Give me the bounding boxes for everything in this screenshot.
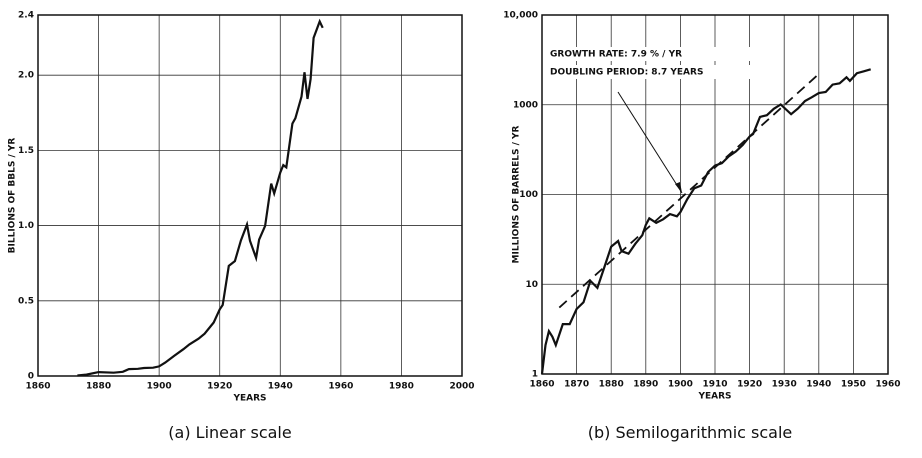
y-tick-label: 10 bbox=[525, 280, 538, 290]
x-tick-label: 2000 bbox=[449, 382, 474, 392]
x-tick-label: 1900 bbox=[668, 380, 693, 390]
plot-frame bbox=[37, 14, 463, 377]
caption: (b) Semilogarithmic scale bbox=[588, 423, 793, 442]
y-tick-label: 1.5 bbox=[18, 146, 34, 156]
arrow-head bbox=[675, 182, 682, 193]
x-tick-label: 1900 bbox=[147, 382, 172, 392]
x-tick-label: 1920 bbox=[737, 380, 762, 390]
caption: (a) Linear scale bbox=[168, 423, 291, 442]
annotation-bg bbox=[547, 65, 759, 79]
y-axis-label: MILLIONS OF BARRELS / YR bbox=[512, 125, 522, 263]
y-tick-label: 2.4 bbox=[18, 11, 34, 21]
x-tick-label: 1870 bbox=[564, 380, 589, 390]
y-tick-label: 100 bbox=[519, 190, 538, 200]
annotation: GROWTH RATE: 7.9 % / YR bbox=[550, 50, 682, 60]
x-tick-label: 1910 bbox=[702, 380, 727, 390]
x-tick-label: 1950 bbox=[841, 380, 866, 390]
annotation-bg bbox=[547, 47, 759, 61]
caption-label: (b) bbox=[588, 423, 611, 442]
x-tick-label: 1960 bbox=[875, 380, 900, 390]
x-axis-label: YEARS bbox=[697, 392, 731, 402]
y-axis-label: BILLIONS OF BBLS / YR bbox=[8, 138, 18, 254]
annotation-arrow bbox=[617, 91, 683, 194]
x-tick-label: 1930 bbox=[772, 380, 797, 390]
x-tick-label: 1880 bbox=[86, 382, 111, 392]
x-tick-label: 1940 bbox=[806, 380, 831, 390]
y-tick-label: 1.0 bbox=[18, 221, 34, 231]
y-tick-label: 0 bbox=[28, 372, 34, 382]
caption-text: Linear scale bbox=[196, 423, 292, 442]
y-tick-label: 1000 bbox=[513, 100, 538, 110]
x-tick-label: 1940 bbox=[268, 382, 293, 392]
caption-text: Semilogarithmic scale bbox=[615, 423, 792, 442]
x-tick-label: 1860 bbox=[529, 380, 554, 390]
x-axis-label: YEARS bbox=[232, 394, 266, 404]
data-line bbox=[540, 68, 872, 375]
trend-line bbox=[558, 73, 820, 309]
y-tick-label: 1 bbox=[532, 370, 538, 380]
y-tick-label: 2.0 bbox=[18, 71, 34, 81]
x-tick-label: 1960 bbox=[328, 382, 353, 392]
y-tick-label: 10,000 bbox=[503, 11, 538, 21]
caption-label: (a) bbox=[168, 423, 190, 442]
x-tick-label: 1890 bbox=[633, 380, 658, 390]
x-tick-label: 1980 bbox=[389, 382, 414, 392]
plot-frame bbox=[541, 14, 889, 375]
y-tick-label: 0.5 bbox=[18, 296, 34, 306]
x-tick-label: 1880 bbox=[599, 380, 624, 390]
data-line bbox=[77, 18, 324, 377]
annotation: DOUBLING PERIOD: 8.7 YEARS bbox=[550, 68, 703, 78]
x-tick-label: 1920 bbox=[207, 382, 232, 392]
x-tick-label: 1860 bbox=[25, 382, 50, 392]
